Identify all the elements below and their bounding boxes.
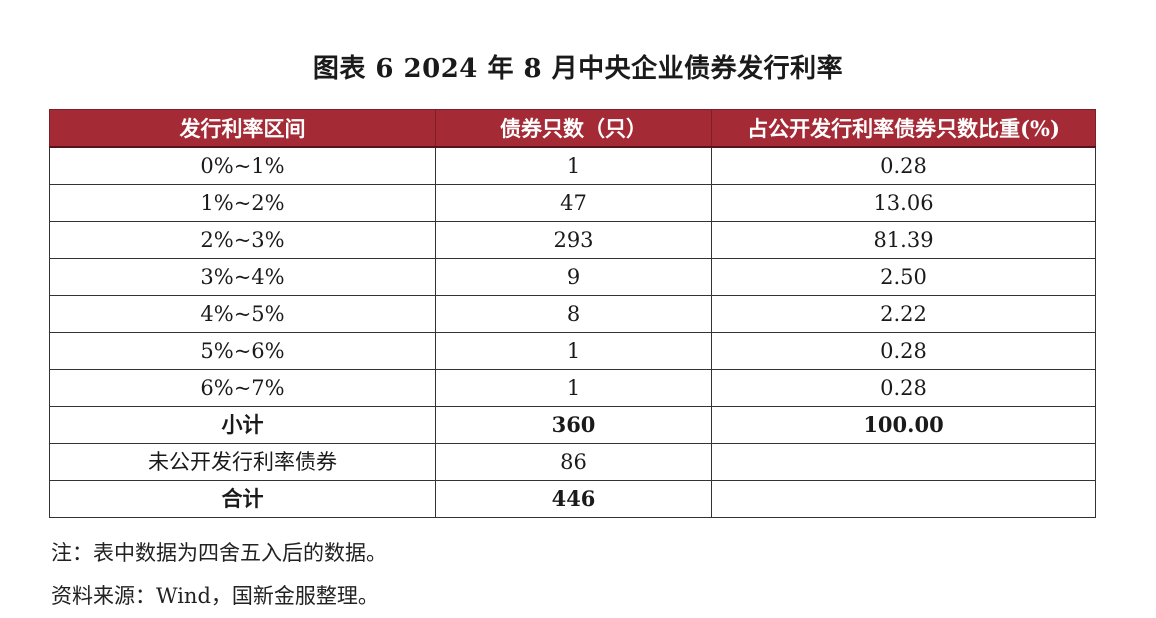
cell-bond-count: 47	[435, 184, 712, 222]
header-row: 发行利率区间 债券只数（只） 占公开发行利率债券只数比重(%)	[49, 109, 1096, 148]
cell-share-percent: 81.39	[711, 221, 1096, 259]
cell-bond-count: 9	[435, 258, 712, 296]
cell-rate-range: 5%~6%	[49, 332, 436, 370]
header-bond-count: 债券只数（只）	[435, 109, 712, 148]
cell-bond-count: 1	[435, 332, 712, 370]
footnote: 注：表中数据为四舍五入后的数据。	[51, 541, 387, 565]
subtotal-count: 360	[435, 406, 712, 444]
cell-bond-count: 1	[435, 369, 712, 407]
table-row: 4%~5% 8 2.22	[49, 295, 1096, 333]
cell-bond-count: 1	[435, 146, 712, 185]
table-row: 5%~6% 1 0.28	[49, 332, 1096, 370]
cell-rate-range: 6%~7%	[49, 369, 436, 407]
table-row: 3%~4% 9 2.50	[49, 258, 1096, 296]
cell-share-percent: 0.28	[711, 369, 1096, 407]
header-rate-range: 发行利率区间	[49, 109, 436, 148]
cell-rate-range: 3%~4%	[49, 258, 436, 296]
undisclosed-count: 86	[435, 443, 712, 481]
total-share	[711, 480, 1096, 518]
cell-share-percent: 13.06	[711, 184, 1096, 222]
cell-share-percent: 2.22	[711, 295, 1096, 333]
header-share-percent: 占公开发行利率债券只数比重(%)	[711, 109, 1096, 148]
table-title: 图表 6 2024 年 8 月中央企业债券发行利率	[312, 54, 844, 84]
table-row: 1%~2% 47 13.06	[49, 184, 1096, 222]
cell-bond-count: 293	[435, 221, 712, 259]
total-row: 合计 446	[49, 480, 1096, 518]
table-row: 2%~3% 293 81.39	[49, 221, 1096, 259]
total-label: 合计	[49, 480, 436, 518]
cell-share-percent: 0.28	[711, 332, 1096, 370]
undisclosed-label: 未公开发行利率债券	[49, 443, 436, 481]
interest-rate-table: 发行利率区间 债券只数（只） 占公开发行利率债券只数比重(%) 0%~1% 1 …	[49, 109, 1096, 518]
subtotal-row: 小计 360 100.00	[49, 406, 1096, 444]
cell-rate-range: 1%~2%	[49, 184, 436, 222]
cell-rate-range: 0%~1%	[49, 146, 436, 185]
source-note: 资料来源：Wind，国新金服整理。	[51, 584, 379, 608]
subtotal-share: 100.00	[711, 406, 1096, 444]
table-row: 6%~7% 1 0.28	[49, 369, 1096, 407]
undisclosed-share	[711, 443, 1096, 481]
cell-share-percent: 0.28	[711, 146, 1096, 185]
cell-rate-range: 2%~3%	[49, 221, 436, 259]
cell-rate-range: 4%~5%	[49, 295, 436, 333]
subtotal-label: 小计	[49, 406, 436, 444]
cell-share-percent: 2.50	[711, 258, 1096, 296]
total-count: 446	[435, 480, 712, 518]
table-row: 0%~1% 1 0.28	[49, 146, 1096, 185]
cell-bond-count: 8	[435, 295, 712, 333]
undisclosed-row: 未公开发行利率债券 86	[49, 443, 1096, 481]
